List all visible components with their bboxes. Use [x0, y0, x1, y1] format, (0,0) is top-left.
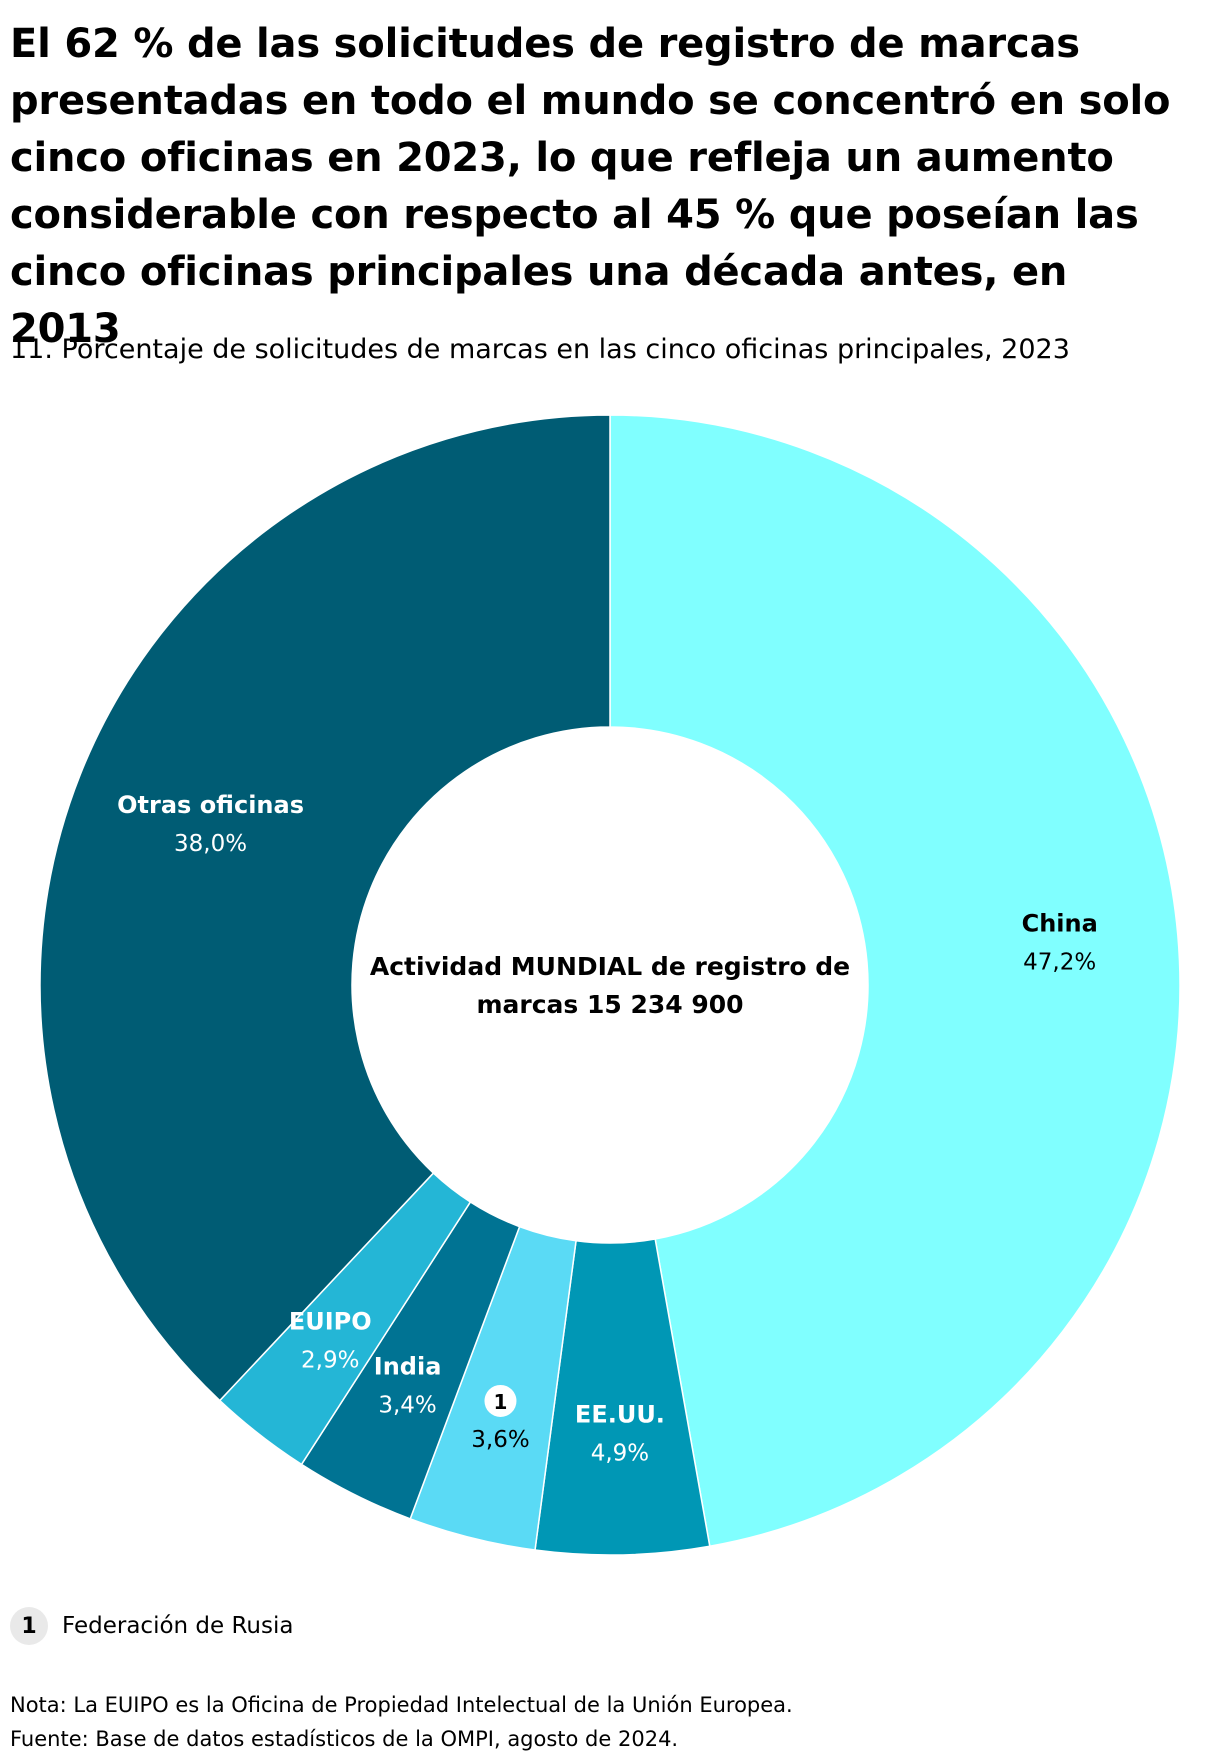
- chart-title: El 62 % de las solicitudes de registro d…: [10, 21, 1171, 352]
- slice-label-4: EUIPO: [289, 1307, 372, 1335]
- note-text: Nota: La EUIPO es la Oficina de Propieda…: [10, 1693, 793, 1717]
- donut-chart: China 47,2% EE.UU. 4,9% 1 3,6% India 3,4% EUIPO 2…: [39, 414, 1181, 1556]
- source-text: Fuente: Base de datos estadísticos de la…: [10, 1727, 679, 1751]
- slice-value-0: 47,2%: [1023, 949, 1096, 975]
- slice-label-3: India: [374, 1353, 442, 1381]
- slice-label-5: Otras oficinas: [117, 791, 304, 819]
- slice-value-1: 4,9%: [591, 1440, 649, 1466]
- slice-value-5: 38,0%: [174, 831, 247, 857]
- donut-slices: [39, 414, 1181, 1556]
- donut-labels: China 47,2% EE.UU. 4,9% 1 3,6% India 3,4% EUIPO 2…: [117, 791, 1098, 1466]
- slice-label-2: 1: [494, 1390, 508, 1414]
- legend-badge: 1: [10, 1607, 48, 1645]
- slice-label-0: China: [1022, 909, 1098, 937]
- slice-label-1: EE.UU.: [575, 1400, 665, 1428]
- slice-badge-2: [484, 1384, 517, 1417]
- slice-value-2: 3,6%: [471, 1427, 529, 1453]
- slice-value-4: 2,9%: [301, 1347, 359, 1373]
- notes: Nota: La EUIPO es la Oficina de Propieda…: [10, 1688, 793, 1756]
- legend: 1 Federación de Rusia: [10, 1606, 293, 1646]
- legend-label: Federación de Rusia: [62, 1613, 294, 1639]
- slice-0: [609, 414, 1181, 1548]
- slice-value-3: 3,4%: [378, 1393, 436, 1419]
- chart-subtitle: 11. Porcentaje de solicitudes de marcas …: [10, 334, 1070, 365]
- slice-5: [39, 414, 611, 1402]
- center-label: Actividad MUNDIAL de registro de marcas 1…: [370, 952, 850, 1019]
